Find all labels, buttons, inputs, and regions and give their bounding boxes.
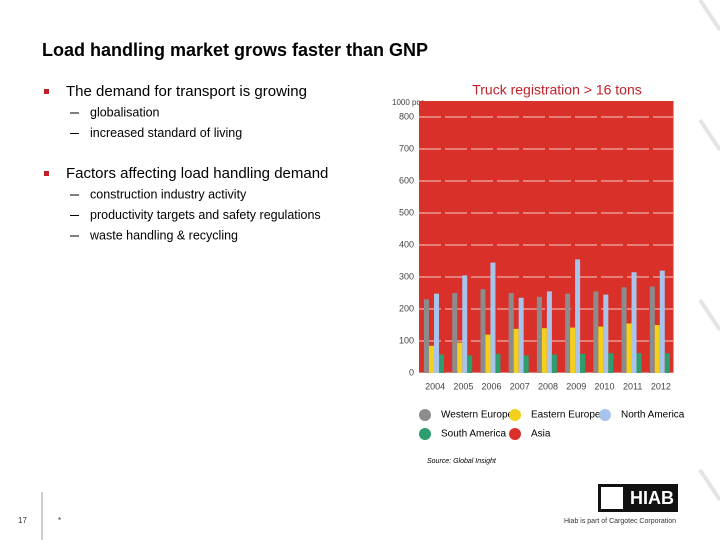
bar — [447, 101, 476, 373]
legend-swatch — [419, 428, 431, 440]
legend-swatch — [419, 409, 431, 421]
decoration — [698, 0, 720, 502]
bullet: Factors affecting load handling demand — [66, 165, 328, 182]
bar — [664, 353, 670, 373]
sub-bullet: increased standard of living — [90, 126, 242, 140]
bar — [419, 101, 448, 373]
logo: HIAB — [630, 488, 674, 508]
bar — [631, 272, 637, 373]
legend-swatch — [509, 428, 521, 440]
bar — [495, 353, 501, 373]
logo-icon — [601, 487, 623, 509]
bar — [580, 353, 586, 373]
slide-title: Load handling market grows faster than G… — [42, 40, 428, 60]
bar — [452, 293, 458, 373]
bar — [475, 101, 505, 373]
bar — [659, 270, 665, 373]
bar — [429, 345, 434, 373]
bar — [570, 327, 576, 373]
page-number: 17 — [18, 516, 27, 525]
bar — [434, 293, 439, 373]
bullet-marker — [44, 89, 49, 94]
y-tick-label: 700 — [399, 143, 414, 153]
bar — [546, 291, 552, 373]
bar — [603, 294, 609, 373]
chart: 0 100 200 300 400 500 600 700 800 2004 2005 2006 200… — [399, 101, 685, 440]
source: Source: Global Insight — [427, 458, 497, 465]
x-tick-label: 2009 — [566, 381, 586, 391]
y-tick-label: 300 — [399, 271, 414, 281]
x-tick-label: 2010 — [594, 381, 614, 391]
legend-label: Eastern Europe — [531, 410, 601, 421]
bar — [654, 325, 660, 373]
bar — [513, 328, 519, 373]
bar — [636, 353, 642, 373]
legend-swatch — [599, 409, 611, 421]
footer-mark: * — [58, 516, 61, 525]
bar — [541, 328, 547, 373]
bar — [518, 297, 524, 373]
x-tick-label: 2006 — [482, 381, 502, 391]
bullets: The demand for transport is growing globa… — [44, 83, 328, 242]
legend-label: North America — [621, 410, 685, 421]
y-tick-label: 200 — [399, 303, 414, 313]
x-tick-label: 2012 — [651, 381, 671, 391]
sub-bullet: construction industry activity — [90, 187, 247, 201]
bar — [565, 293, 571, 373]
y-tick-label: 600 — [399, 175, 414, 185]
bar — [531, 101, 561, 373]
sub-bullet: waste handling & recycling — [89, 228, 238, 242]
sub-bullet: globalisation — [90, 105, 160, 119]
bar — [598, 326, 604, 373]
x-tick-label: 2004 — [425, 381, 445, 391]
bar — [649, 286, 655, 373]
logo-caption: Hiab is part of Cargotec Corporation — [564, 518, 676, 525]
bullet: The demand for transport is growing — [66, 83, 307, 100]
chart-title: Truck registration > 16 tons — [472, 82, 642, 98]
bar — [621, 287, 627, 373]
bar — [536, 296, 542, 373]
bar — [503, 101, 533, 373]
y-tick-label: 0 — [409, 367, 414, 377]
bar — [551, 354, 557, 373]
bar — [608, 353, 614, 373]
bar — [490, 262, 496, 373]
x-tick-label: 2011 — [623, 381, 642, 391]
bar — [424, 299, 429, 373]
bar — [575, 259, 581, 373]
sub-bullet: productivity targets and safety regulati… — [90, 208, 321, 222]
y-tick-label: 100 — [399, 335, 414, 345]
y-tick-label: 800 — [399, 111, 414, 121]
bar — [593, 291, 599, 373]
bar — [462, 275, 468, 373]
bar — [508, 293, 514, 373]
legend-swatch — [509, 409, 521, 421]
y-tick-label: 500 — [399, 207, 414, 217]
bar — [467, 355, 473, 373]
y-axis-label: 1000 pcs — [392, 98, 424, 107]
x-tick-label: 2005 — [453, 381, 473, 391]
bar — [523, 355, 529, 373]
bar — [480, 289, 486, 373]
bar — [457, 342, 463, 373]
bullet-marker — [44, 171, 49, 176]
legend-label: Asia — [531, 429, 551, 440]
legend-label: South America — [441, 429, 506, 440]
bar — [485, 334, 491, 373]
bar — [626, 323, 632, 373]
y-tick-label: 400 — [399, 239, 414, 249]
x-tick-label: 2008 — [538, 381, 558, 391]
legend-label: Western Europe — [441, 410, 514, 421]
bar — [439, 354, 444, 373]
x-tick-label: 2007 — [510, 381, 530, 391]
